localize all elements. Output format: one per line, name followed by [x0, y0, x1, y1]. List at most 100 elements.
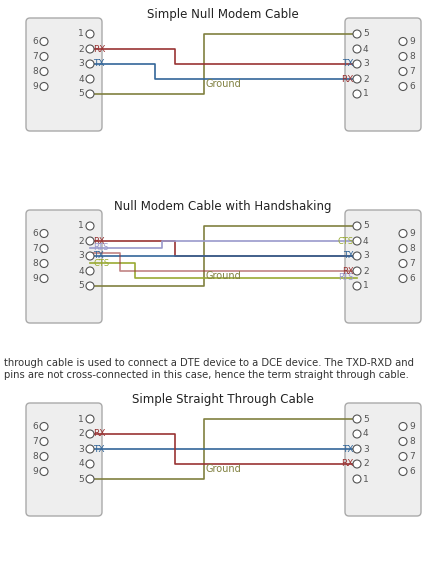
- Circle shape: [40, 68, 48, 76]
- Circle shape: [86, 415, 94, 423]
- Text: 6: 6: [32, 37, 38, 46]
- Circle shape: [353, 30, 361, 38]
- Circle shape: [40, 423, 48, 431]
- Text: 5: 5: [78, 90, 84, 98]
- Text: 4: 4: [363, 429, 369, 439]
- Circle shape: [399, 453, 407, 461]
- Circle shape: [353, 60, 361, 68]
- Text: 3: 3: [363, 60, 369, 69]
- Text: through cable is used to connect a DTE device to a DCE device. The TXD-RXD and: through cable is used to connect a DTE d…: [4, 358, 414, 368]
- FancyBboxPatch shape: [26, 18, 102, 131]
- Circle shape: [353, 415, 361, 423]
- Text: TX: TX: [342, 60, 354, 69]
- FancyBboxPatch shape: [26, 210, 102, 323]
- Text: 8: 8: [32, 67, 38, 76]
- Text: pins are not cross-connected in this case, hence the term straight through cable: pins are not cross-connected in this cas…: [4, 370, 409, 380]
- Text: 2: 2: [78, 45, 84, 54]
- Circle shape: [353, 282, 361, 290]
- Text: TX: TX: [343, 251, 354, 261]
- Text: CTS: CTS: [338, 236, 354, 246]
- Circle shape: [40, 468, 48, 476]
- Text: 3: 3: [78, 251, 84, 261]
- Circle shape: [40, 260, 48, 268]
- Circle shape: [399, 438, 407, 446]
- Circle shape: [399, 423, 407, 431]
- Text: 3: 3: [363, 251, 369, 261]
- Text: Simple Null Modem Cable: Simple Null Modem Cable: [147, 8, 299, 21]
- Circle shape: [86, 430, 94, 438]
- Circle shape: [399, 244, 407, 253]
- Text: 9: 9: [32, 467, 38, 476]
- Text: 5: 5: [78, 475, 84, 484]
- Text: 6: 6: [32, 422, 38, 431]
- Text: 7: 7: [409, 67, 415, 76]
- Text: 8: 8: [32, 259, 38, 268]
- Circle shape: [399, 68, 407, 76]
- Text: 1: 1: [78, 29, 84, 39]
- Text: 7: 7: [409, 452, 415, 461]
- Text: 7: 7: [32, 244, 38, 253]
- Text: Null Modem Cable with Handshaking: Null Modem Cable with Handshaking: [114, 200, 332, 213]
- FancyBboxPatch shape: [345, 210, 421, 323]
- Text: 4: 4: [363, 236, 369, 246]
- Text: 9: 9: [32, 274, 38, 283]
- Text: 5: 5: [78, 281, 84, 291]
- Text: 8: 8: [409, 244, 415, 253]
- Text: RX: RX: [93, 429, 105, 439]
- Text: Ground: Ground: [206, 271, 241, 281]
- Text: 6: 6: [409, 82, 415, 91]
- Text: TX: TX: [93, 251, 104, 261]
- Text: 8: 8: [409, 52, 415, 61]
- Text: TX: TX: [93, 444, 105, 454]
- Circle shape: [353, 460, 361, 468]
- Circle shape: [40, 38, 48, 46]
- Text: 9: 9: [409, 229, 415, 238]
- Circle shape: [86, 60, 94, 68]
- Text: 6: 6: [409, 467, 415, 476]
- Circle shape: [40, 275, 48, 283]
- Text: 1: 1: [78, 414, 84, 424]
- Circle shape: [399, 38, 407, 46]
- Circle shape: [399, 275, 407, 283]
- Circle shape: [399, 468, 407, 476]
- FancyBboxPatch shape: [26, 403, 102, 516]
- Text: 1: 1: [363, 90, 369, 98]
- Text: 3: 3: [78, 444, 84, 454]
- Circle shape: [353, 267, 361, 275]
- Text: TX: TX: [342, 444, 354, 454]
- Circle shape: [353, 252, 361, 260]
- Text: RTS: RTS: [93, 243, 109, 253]
- Circle shape: [86, 252, 94, 260]
- Text: 6: 6: [409, 274, 415, 283]
- Circle shape: [86, 445, 94, 453]
- Circle shape: [40, 438, 48, 446]
- Text: 7: 7: [32, 437, 38, 446]
- Text: 1: 1: [363, 475, 369, 484]
- Text: RX: RX: [342, 75, 354, 83]
- Circle shape: [353, 45, 361, 53]
- Circle shape: [86, 90, 94, 98]
- Text: 2: 2: [363, 75, 369, 83]
- Text: 8: 8: [32, 452, 38, 461]
- Circle shape: [353, 445, 361, 453]
- Text: 1: 1: [78, 221, 84, 231]
- Text: RX: RX: [342, 266, 354, 276]
- Text: 5: 5: [363, 414, 369, 424]
- Circle shape: [353, 475, 361, 483]
- FancyBboxPatch shape: [345, 18, 421, 131]
- Circle shape: [399, 83, 407, 91]
- Circle shape: [40, 53, 48, 61]
- Circle shape: [86, 45, 94, 53]
- Circle shape: [40, 83, 48, 91]
- Text: 5: 5: [363, 29, 369, 39]
- Text: Ground: Ground: [206, 464, 241, 474]
- Circle shape: [86, 237, 94, 245]
- Text: 5: 5: [363, 221, 369, 231]
- Text: 2: 2: [78, 236, 84, 246]
- Text: 8: 8: [409, 437, 415, 446]
- Text: 6: 6: [32, 229, 38, 238]
- Text: 9: 9: [409, 422, 415, 431]
- Circle shape: [399, 53, 407, 61]
- Text: Ground: Ground: [206, 79, 241, 89]
- Text: CTS: CTS: [93, 258, 109, 268]
